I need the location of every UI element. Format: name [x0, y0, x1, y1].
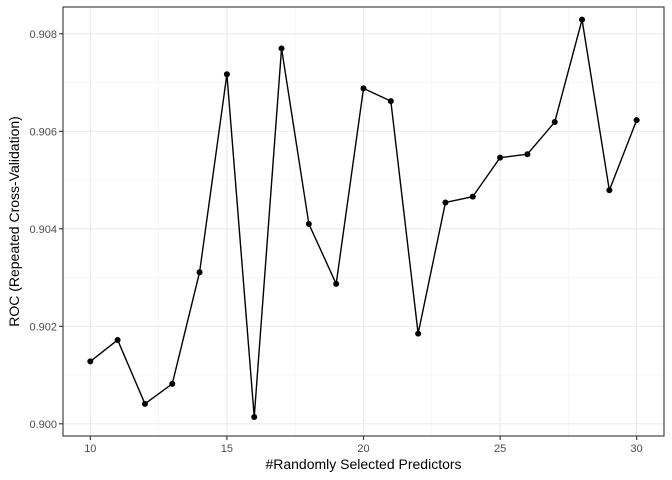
data-point	[223, 71, 230, 78]
data-point	[524, 151, 531, 158]
data-point	[251, 413, 258, 420]
data-point	[415, 330, 422, 337]
data-point	[497, 154, 504, 161]
data-point	[87, 358, 94, 365]
major-gridlines	[63, 7, 664, 436]
data-point	[114, 336, 121, 343]
data-point	[278, 45, 285, 52]
data-point	[141, 400, 148, 407]
x-tick-label: 25	[494, 443, 506, 455]
data-point	[442, 199, 449, 206]
data-point	[169, 380, 176, 387]
data-point	[551, 119, 558, 126]
x-tick-label: 30	[631, 443, 643, 455]
y-tick-label: 0.908	[29, 29, 57, 41]
y-tick-label: 0.904	[29, 224, 57, 236]
data-point	[469, 193, 476, 200]
x-axis: 10 15 20 25 30	[84, 436, 643, 455]
data-point	[606, 187, 613, 194]
y-axis: 0.900 0.902 0.904 0.906 0.908	[29, 29, 63, 431]
x-tick-label: 10	[84, 443, 96, 455]
data-point	[196, 269, 203, 276]
data-point	[305, 220, 312, 227]
data-point	[579, 16, 586, 23]
data-point	[333, 280, 340, 287]
series-layer	[87, 16, 640, 420]
x-axis-title: #Randomly Selected Predictors	[265, 456, 461, 472]
y-tick-label: 0.900	[29, 419, 57, 431]
y-axis-title: ROC (Repeated Cross-Validation)	[6, 116, 22, 327]
data-point	[360, 85, 367, 92]
x-tick-label: 20	[357, 443, 369, 455]
data-point	[387, 98, 394, 105]
data-point	[633, 117, 640, 124]
y-tick-label: 0.906	[29, 126, 57, 138]
y-tick-label: 0.902	[29, 321, 57, 333]
x-tick-label: 15	[221, 443, 233, 455]
